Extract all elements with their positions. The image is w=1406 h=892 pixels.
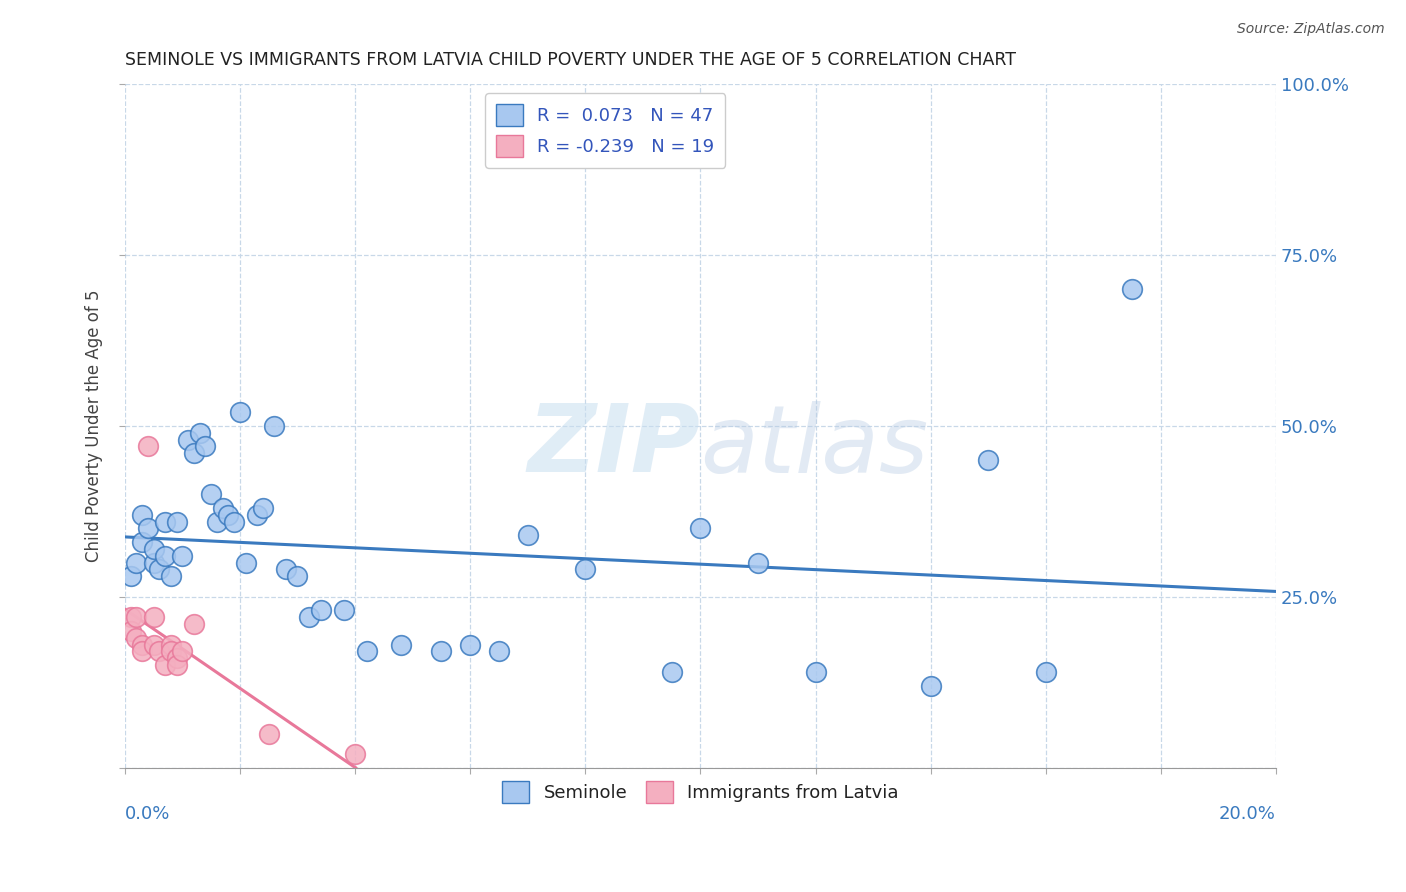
Point [142,541,165,556]
Point [804,665,827,679]
Text: 0.0%: 0.0% [125,805,170,823]
Point [120,610,142,624]
Point [287,569,309,583]
Point [120,624,142,638]
Point [153,515,176,529]
Point [125,631,148,645]
Point [142,638,165,652]
Point [172,549,194,563]
Point [136,439,159,453]
Point [263,418,285,433]
Point [160,644,183,658]
Point [188,425,211,440]
Point [689,521,711,535]
Point [166,515,188,529]
Point [166,651,188,665]
Point [516,528,538,542]
Text: 20.0%: 20.0% [1219,805,1277,823]
Point [131,644,153,658]
Point [430,644,453,658]
Point [136,521,159,535]
Point [131,535,153,549]
Point [172,644,194,658]
Point [183,617,205,632]
Point [125,610,148,624]
Point [142,610,165,624]
Point [332,603,354,617]
Text: SEMINOLE VS IMMIGRANTS FROM LATVIA CHILD POVERTY UNDER THE AGE OF 5 CORRELATION : SEMINOLE VS IMMIGRANTS FROM LATVIA CHILD… [125,51,1015,69]
Point [344,747,367,761]
Point [142,556,165,570]
Point [1035,665,1057,679]
Point [309,603,332,617]
Point [356,644,378,658]
Point [298,610,321,624]
Point [131,508,153,522]
Point [183,446,205,460]
Point [148,562,170,576]
Point [200,487,222,501]
Point [224,515,246,529]
Point [977,453,1000,467]
Point [920,679,942,693]
Y-axis label: Child Poverty Under the Age of 5: Child Poverty Under the Age of 5 [86,290,103,562]
Point [160,638,183,652]
Point [211,500,233,515]
Point [153,658,176,673]
Point [235,556,257,570]
Point [246,508,269,522]
Text: Source: ZipAtlas.com: Source: ZipAtlas.com [1237,22,1385,37]
Point [205,515,228,529]
Point [217,508,239,522]
Point [177,433,200,447]
Point [458,638,481,652]
Point [125,556,148,570]
Point [166,658,188,673]
Point [389,638,412,652]
Point [661,665,683,679]
Point [160,569,183,583]
Text: atlas: atlas [700,401,928,491]
Point [252,500,274,515]
Text: ZIP: ZIP [527,401,700,492]
Point [120,569,142,583]
Point [1121,282,1143,296]
Point [229,405,252,419]
Point [148,644,170,658]
Point [194,439,217,453]
Point [747,556,769,570]
Point [153,549,176,563]
Point [488,644,510,658]
Point [574,562,596,576]
Point [131,638,153,652]
Point [257,726,280,740]
Legend: Seminole, Immigrants from Latvia: Seminole, Immigrants from Latvia [495,773,905,810]
Point [274,562,297,576]
